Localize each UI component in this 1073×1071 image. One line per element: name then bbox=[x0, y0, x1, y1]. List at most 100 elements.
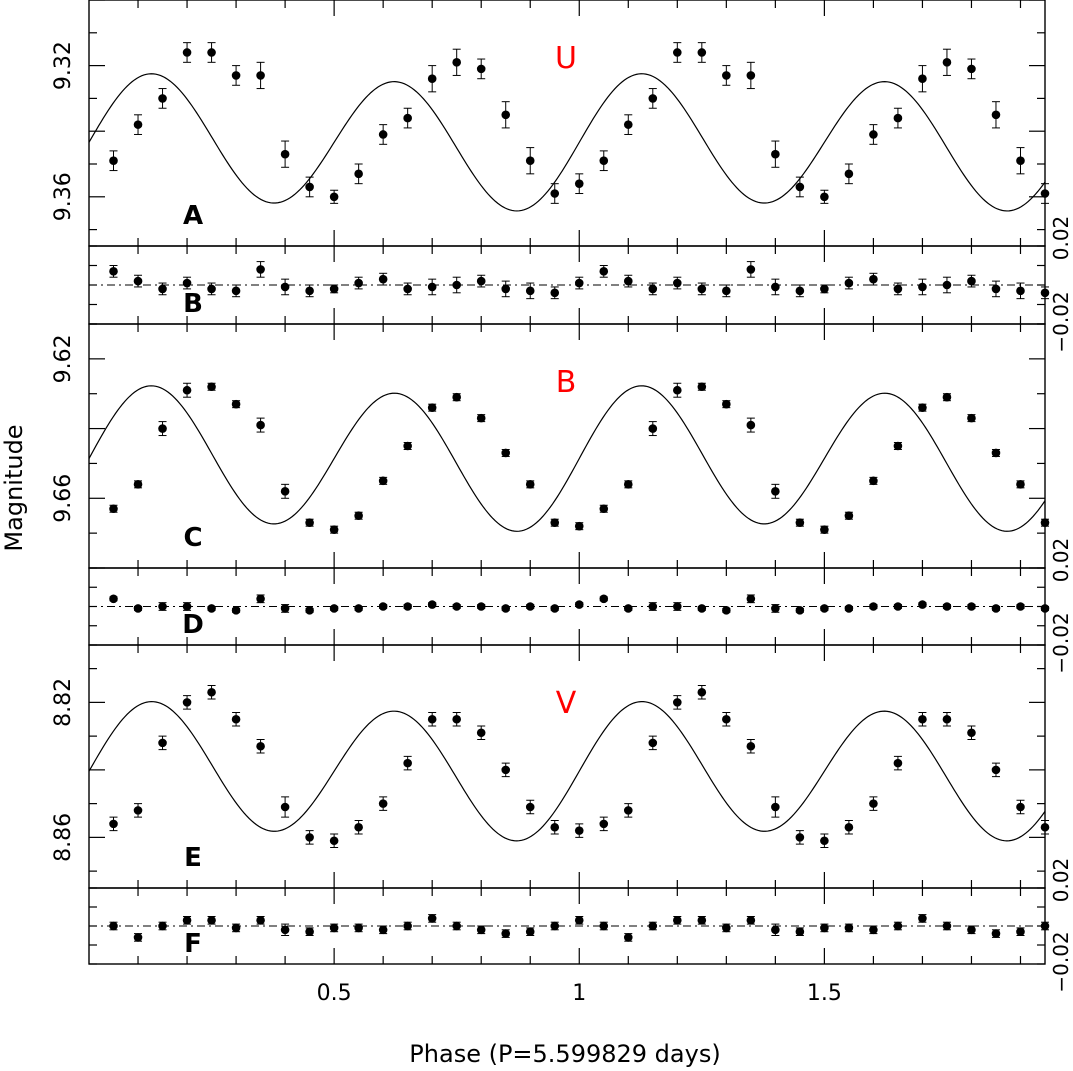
data-point bbox=[109, 819, 118, 829]
data-point bbox=[967, 728, 976, 738]
data-point bbox=[574, 521, 584, 531]
data-point bbox=[673, 698, 682, 707]
data-point bbox=[746, 420, 756, 430]
data-point bbox=[1016, 156, 1025, 166]
data-point bbox=[574, 600, 584, 609]
y-axis-title: Magnitude bbox=[0, 424, 28, 551]
model-curve bbox=[88, 73, 1046, 212]
data-point bbox=[1016, 802, 1025, 812]
data-point bbox=[109, 921, 118, 931]
data-point bbox=[893, 602, 903, 611]
data-point bbox=[722, 286, 731, 296]
data-point bbox=[354, 604, 363, 613]
data-point bbox=[697, 687, 707, 697]
data-point bbox=[869, 925, 878, 935]
data-point bbox=[746, 71, 756, 80]
data-point bbox=[305, 606, 314, 615]
data-point bbox=[746, 916, 756, 925]
panel-frame bbox=[88, 0, 1046, 247]
data-point bbox=[991, 765, 1001, 775]
data-point bbox=[967, 413, 976, 423]
data-point bbox=[869, 476, 878, 486]
x-tick-label: 1.5 bbox=[807, 981, 842, 1006]
data-point bbox=[574, 826, 584, 835]
data-point bbox=[599, 267, 609, 276]
data-point bbox=[893, 921, 903, 931]
data-point bbox=[697, 48, 707, 57]
data-point bbox=[256, 916, 265, 925]
x-tick-label: 1 bbox=[572, 981, 586, 1006]
panel-letter: F bbox=[184, 929, 202, 959]
data-point bbox=[697, 284, 707, 294]
data-point bbox=[525, 480, 535, 489]
data-point bbox=[158, 921, 167, 931]
data-point bbox=[329, 284, 339, 294]
data-point bbox=[550, 189, 560, 198]
data-point bbox=[231, 923, 241, 933]
data-point bbox=[525, 602, 535, 611]
data-point bbox=[476, 276, 486, 286]
data-point bbox=[1040, 518, 1050, 527]
data-point bbox=[550, 518, 560, 527]
data-point bbox=[1040, 604, 1050, 613]
data-point bbox=[795, 927, 805, 936]
y-tick-label: −0.02 bbox=[1049, 612, 1073, 673]
data-point bbox=[844, 923, 854, 933]
panel-letter: A bbox=[183, 201, 203, 231]
data-point bbox=[158, 602, 167, 611]
data-point bbox=[280, 149, 290, 159]
data-point bbox=[525, 286, 535, 296]
data-point bbox=[501, 284, 511, 294]
y-tick-label: −0.02 bbox=[1049, 931, 1073, 992]
data-point bbox=[305, 927, 314, 936]
data-point bbox=[403, 113, 412, 123]
data-point bbox=[844, 169, 854, 179]
data-point bbox=[942, 280, 952, 290]
data-point bbox=[231, 714, 241, 724]
data-point bbox=[354, 278, 363, 288]
data-point bbox=[256, 265, 265, 274]
data-point bbox=[795, 286, 805, 296]
data-point bbox=[1040, 921, 1050, 931]
data-point bbox=[403, 441, 412, 451]
data-point bbox=[967, 64, 976, 74]
model-curve bbox=[88, 701, 1046, 842]
data-point bbox=[133, 806, 143, 815]
data-point bbox=[623, 276, 633, 286]
data-point bbox=[599, 921, 609, 931]
data-point bbox=[207, 916, 216, 925]
panel-f: 0.02 −0.02 F bbox=[88, 858, 1073, 993]
data-point bbox=[207, 48, 216, 57]
panel-frame bbox=[88, 644, 1046, 889]
panel-letter: C bbox=[183, 523, 202, 553]
data-point bbox=[648, 284, 658, 294]
data-point bbox=[256, 71, 265, 80]
data-point bbox=[207, 284, 216, 294]
data-point bbox=[942, 921, 952, 931]
data-point bbox=[231, 286, 241, 296]
data-point bbox=[550, 822, 560, 832]
data-point bbox=[452, 602, 461, 611]
data-point bbox=[991, 929, 1001, 938]
y-tick-label: 9.66 bbox=[51, 474, 76, 523]
band-label: B bbox=[556, 365, 577, 400]
data-point bbox=[918, 714, 927, 724]
data-point bbox=[648, 602, 658, 611]
panel-c: 9.62 9.66 B C bbox=[51, 323, 1050, 569]
data-point bbox=[1016, 480, 1025, 489]
data-point bbox=[378, 602, 388, 611]
data-point bbox=[623, 933, 633, 942]
panels-layer: 9.32 9.36 U A 0.02 −0.02 B 9.62 9.66 B C 0.02 −0.02 D… bbox=[51, 0, 1073, 1006]
data-point bbox=[403, 284, 412, 294]
data-point bbox=[427, 282, 437, 292]
data-point bbox=[501, 110, 511, 120]
data-point bbox=[305, 833, 314, 842]
data-point bbox=[918, 600, 927, 609]
data-point bbox=[771, 925, 780, 935]
data-point bbox=[182, 602, 192, 611]
model-curve bbox=[88, 385, 1046, 532]
y-tick-label: 0.02 bbox=[1049, 858, 1073, 903]
data-point bbox=[722, 71, 731, 80]
data-point bbox=[648, 94, 658, 103]
panel-letter: B bbox=[183, 289, 203, 319]
